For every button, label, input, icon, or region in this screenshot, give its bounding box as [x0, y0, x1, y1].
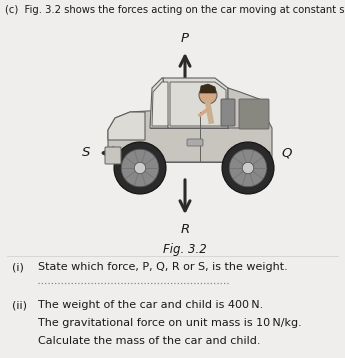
Polygon shape: [170, 82, 226, 126]
Text: The weight of the car and child is 400 N.: The weight of the car and child is 400 N…: [38, 300, 263, 310]
FancyBboxPatch shape: [105, 147, 121, 164]
Text: (c)  Fig. 3.2 shows the forces acting on the car moving at constant speed.: (c) Fig. 3.2 shows the forces acting on …: [5, 5, 345, 15]
Text: The gravitational force on unit mass is 10 N/kg.: The gravitational force on unit mass is …: [38, 318, 302, 328]
Text: Fig. 3.2: Fig. 3.2: [163, 243, 207, 256]
Polygon shape: [152, 82, 168, 126]
Text: Q: Q: [281, 146, 292, 160]
Circle shape: [242, 162, 254, 174]
Circle shape: [121, 149, 159, 187]
Circle shape: [229, 149, 267, 187]
Text: P: P: [181, 32, 189, 45]
Polygon shape: [150, 78, 228, 128]
Polygon shape: [200, 84, 216, 93]
FancyBboxPatch shape: [221, 99, 235, 126]
Circle shape: [222, 142, 274, 194]
Text: Calculate the mass of the car and child.: Calculate the mass of the car and child.: [38, 336, 260, 346]
Circle shape: [114, 142, 166, 194]
Text: State which force, P, Q, R or S, is the weight.: State which force, P, Q, R or S, is the …: [38, 262, 288, 272]
Polygon shape: [228, 88, 268, 128]
Circle shape: [199, 86, 217, 104]
Polygon shape: [108, 108, 272, 162]
Text: R: R: [180, 223, 190, 236]
Circle shape: [134, 162, 146, 174]
FancyBboxPatch shape: [239, 99, 269, 129]
FancyBboxPatch shape: [187, 139, 203, 146]
Text: S: S: [82, 146, 90, 160]
Text: (i): (i): [12, 262, 24, 272]
Polygon shape: [108, 112, 145, 140]
Text: (ii): (ii): [12, 300, 27, 310]
